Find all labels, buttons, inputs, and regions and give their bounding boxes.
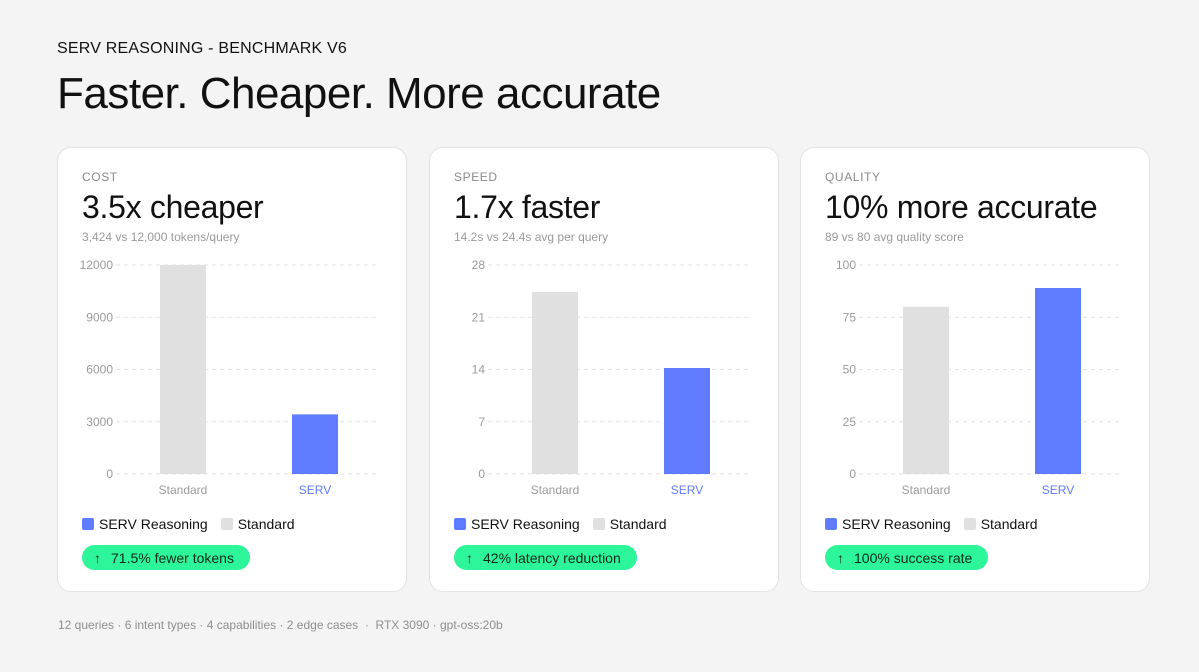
- legend-item-serv: SERV Reasoning: [825, 516, 951, 532]
- improvement-badge: ↑ 42% latency reduction: [454, 545, 637, 570]
- y-tick-label: 75: [843, 310, 857, 324]
- legend-label-serv: SERV Reasoning: [99, 516, 208, 532]
- legend-label-serv: SERV Reasoning: [842, 516, 951, 532]
- card-metric: 10% more accurate: [825, 189, 1098, 225]
- legend-swatch-serv: [825, 518, 837, 530]
- page-eyebrow: SERV REASONING - BENCHMARK V6: [57, 40, 348, 57]
- y-tick-label: 50: [843, 363, 857, 377]
- chart-legend: SERV Reasoning Standard: [825, 516, 1051, 532]
- card-subtitle: 3,424 vs 12,000 tokens/query: [82, 230, 240, 244]
- y-tick-label: 0: [106, 467, 113, 481]
- x-tick-label: Standard: [902, 483, 951, 497]
- page-title: Faster. Cheaper. More accurate: [57, 69, 661, 118]
- bar-serv: [664, 368, 710, 474]
- legend-swatch-standard: [592, 518, 605, 530]
- speed-card: SPEED 1.7x faster 14.2s vs 24.4s avg per…: [429, 147, 779, 592]
- legend-item-serv: SERV Reasoning: [82, 516, 208, 532]
- legend-swatch-serv: [454, 518, 466, 530]
- improvement-badge: ↑ 71.5% fewer tokens: [82, 545, 250, 570]
- arrow-up-icon: ↑: [94, 549, 101, 566]
- legend-item-standard: Standard: [592, 516, 667, 532]
- bar-serv: [292, 414, 338, 474]
- badge-label: 100% success rate: [854, 549, 973, 566]
- chart-legend: SERV Reasoning Standard: [82, 516, 308, 532]
- y-tick-label: 3000: [86, 415, 113, 429]
- bar-standard: [160, 265, 206, 474]
- card-label: QUALITY: [825, 170, 881, 184]
- card-subtitle: 14.2s vs 24.4s avg per query: [454, 230, 609, 244]
- y-tick-label: 21: [472, 310, 486, 324]
- cost-card: COST 3.5x cheaper 3,424 vs 12,000 tokens…: [57, 147, 407, 592]
- y-tick-label: 25: [843, 415, 857, 429]
- legend-item-serv: SERV Reasoning: [454, 516, 580, 532]
- arrow-up-icon: ↑: [837, 549, 844, 566]
- quality-bar-chart: 0 25 50 75 100 Standard SERV: [836, 258, 1119, 497]
- card-label: SPEED: [454, 170, 498, 184]
- y-tick-label: 14: [472, 363, 486, 377]
- card-metric: 1.7x faster: [454, 189, 601, 225]
- y-tick-label: 12000: [80, 258, 114, 272]
- card-label: COST: [82, 170, 118, 184]
- legend-label-serv: SERV Reasoning: [471, 516, 580, 532]
- x-tick-label: Standard: [159, 483, 208, 497]
- y-tick-label: 0: [478, 467, 485, 481]
- x-tick-label: SERV: [1042, 483, 1074, 497]
- legend-label-standard: Standard: [609, 516, 667, 532]
- y-tick-label: 6000: [86, 363, 113, 377]
- y-tick-label: 9000: [86, 310, 113, 324]
- bar-serv: [1035, 287, 1081, 474]
- y-tick-label: 100: [836, 258, 856, 272]
- x-tick-label: SERV: [299, 483, 331, 497]
- legend-label-standard: Standard: [237, 516, 295, 532]
- x-tick-label: Standard: [531, 483, 580, 497]
- legend-label-standard: Standard: [980, 516, 1038, 532]
- y-tick-label: 28: [472, 258, 486, 272]
- y-tick-label: 0: [849, 467, 856, 481]
- legend-item-standard: Standard: [220, 516, 295, 532]
- badge-label: 42% latency reduction: [483, 549, 621, 566]
- badge-label: 71.5% fewer tokens: [111, 549, 234, 566]
- cost-bar-chart: 0 3000 6000 9000 12000 Standard SERV: [80, 258, 376, 497]
- bar-standard: [532, 291, 578, 474]
- legend-item-standard: Standard: [963, 516, 1038, 532]
- legend-swatch-serv: [82, 518, 94, 530]
- arrow-up-icon: ↑: [466, 549, 473, 566]
- legend-swatch-standard: [220, 518, 233, 530]
- chart-legend: SERV Reasoning Standard: [454, 516, 680, 532]
- quality-card: QUALITY 10% more accurate 89 vs 80 avg q…: [800, 147, 1150, 592]
- improvement-badge: ↑ 100% success rate: [825, 545, 989, 570]
- x-tick-label: SERV: [671, 483, 703, 497]
- legend-swatch-standard: [963, 518, 976, 530]
- speed-bar-chart: 0 7 14 21 28 Standard SERV: [472, 258, 748, 497]
- footer-meta: 12 queries · 6 intent types · 4 capabili…: [58, 618, 503, 632]
- bar-standard: [903, 306, 949, 474]
- card-subtitle: 89 vs 80 avg quality score: [825, 230, 964, 244]
- card-metric: 3.5x cheaper: [82, 189, 264, 225]
- y-tick-label: 7: [478, 415, 485, 429]
